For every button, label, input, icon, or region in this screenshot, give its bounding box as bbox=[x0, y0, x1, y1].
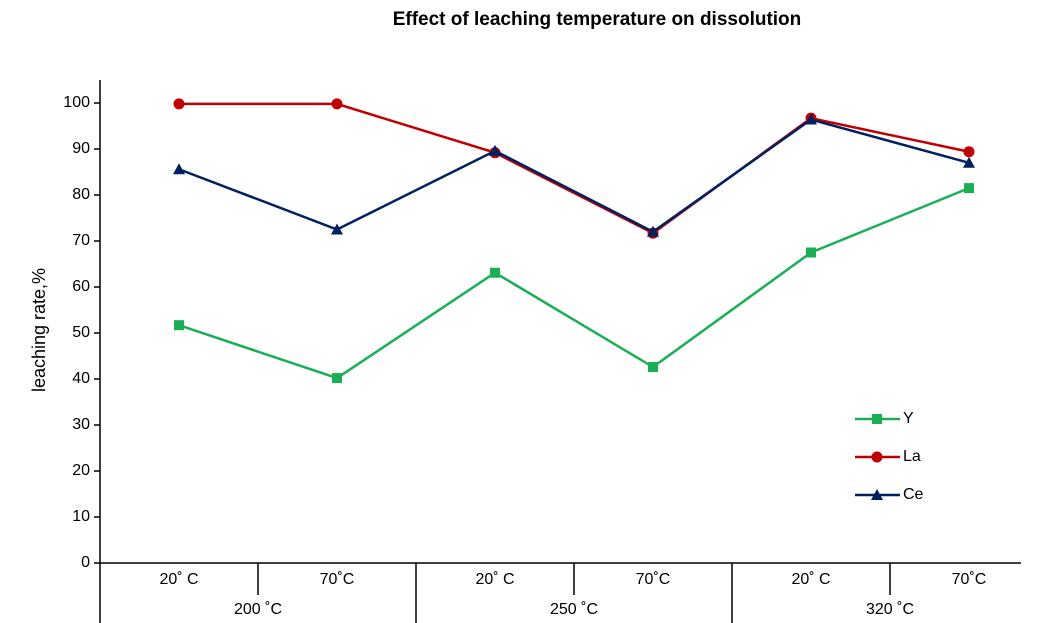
x-tick-label: 70˚C bbox=[952, 571, 987, 588]
y-tick-label: 40 bbox=[72, 370, 90, 387]
data-point bbox=[806, 247, 816, 258]
y-tick-label: 80 bbox=[72, 186, 90, 203]
legend-label: Ce bbox=[903, 486, 924, 503]
chart-title: Effect of leaching temperature on dissol… bbox=[393, 9, 802, 30]
series-line bbox=[179, 102, 970, 235]
data-point bbox=[174, 320, 184, 331]
legend-marker bbox=[872, 414, 882, 424]
series-line bbox=[178, 118, 970, 234]
data-point bbox=[805, 113, 817, 125]
y-tick-label: 30 bbox=[72, 416, 90, 433]
y-tick-label: 10 bbox=[72, 508, 90, 525]
data-point bbox=[647, 225, 659, 237]
data-point bbox=[964, 183, 974, 194]
x-tick-label: 20˚ C bbox=[159, 571, 198, 588]
x-tick-label: 20˚ C bbox=[791, 571, 830, 588]
y-tick-label: 60 bbox=[72, 278, 90, 295]
data-point bbox=[963, 146, 975, 158]
x-tick-label: 70˚C bbox=[320, 571, 355, 588]
y-axis-label: leaching rate,% bbox=[29, 268, 49, 392]
x-tick-label: 70˚C bbox=[636, 571, 671, 588]
legend-marker bbox=[871, 451, 883, 463]
data-point bbox=[331, 98, 343, 110]
data-point bbox=[331, 223, 343, 235]
legend-marker bbox=[871, 489, 883, 500]
y-tick-label: 100 bbox=[63, 94, 90, 111]
data-point bbox=[489, 144, 501, 156]
series-line bbox=[178, 186, 970, 380]
x-tick-label: 20˚ C bbox=[475, 571, 514, 588]
data-point bbox=[648, 362, 658, 373]
legend-label: Y bbox=[903, 410, 914, 427]
y-tick-label: 0 bbox=[81, 554, 90, 571]
group-label: 200 ˚C bbox=[234, 601, 282, 618]
y-tick-label: 70 bbox=[72, 232, 90, 249]
data-point bbox=[490, 267, 500, 278]
group-label: 250 ˚C bbox=[550, 601, 598, 618]
data-point bbox=[332, 373, 342, 384]
data-point bbox=[173, 163, 185, 175]
data-point bbox=[173, 98, 185, 110]
legend-label: La bbox=[903, 448, 921, 465]
y-tick-label: 90 bbox=[72, 140, 90, 157]
y-tick-label: 50 bbox=[72, 324, 90, 341]
y-tick-label: 20 bbox=[72, 462, 90, 479]
group-label: 320 ˚C bbox=[866, 601, 914, 618]
data-point bbox=[963, 156, 975, 168]
